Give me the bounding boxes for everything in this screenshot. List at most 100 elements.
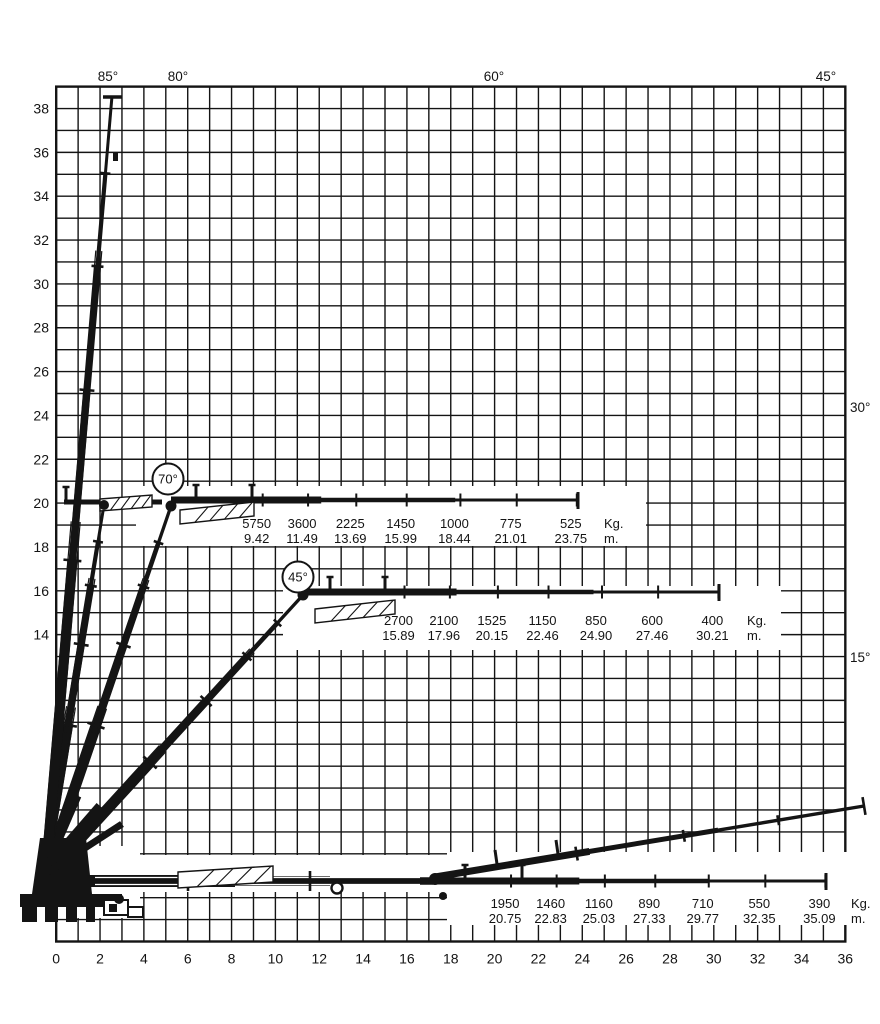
boom-angle-mark-top: 85° xyxy=(98,69,118,84)
y-axis-tick-label: 38 xyxy=(33,101,49,117)
outreach-value: 9.42 xyxy=(244,531,269,546)
boom-angle-mark-top: 45° xyxy=(816,69,836,84)
y-axis-tick-label: 22 xyxy=(33,451,49,467)
y-axis-labels: 38 36 34 32 30 28 26 24 22 20 18 16 14 xyxy=(33,101,49,643)
x-axis-tick-label: 36 xyxy=(838,951,854,967)
y-axis-tick-label: 28 xyxy=(33,320,49,336)
outreach-unit-label: m. xyxy=(604,531,618,546)
outreach-value: 27.33 xyxy=(633,911,666,926)
outreach-value: 11.49 xyxy=(286,531,318,546)
outreach-value: 29.77 xyxy=(686,911,719,926)
outreach-value: 32.35 xyxy=(743,911,776,926)
load-unit-label: Kg. xyxy=(604,516,624,531)
load-value: 2225 xyxy=(336,516,365,531)
x-axis-tick-label: 2 xyxy=(96,951,104,967)
x-axis-tick-label: 28 xyxy=(662,951,678,967)
load-value: 1450 xyxy=(386,516,415,531)
outreach-value: 27.46 xyxy=(636,628,669,643)
y-axis-tick-label: 24 xyxy=(33,407,49,423)
outreach-value: 20.15 xyxy=(476,628,509,643)
x-axis-tick-label: 0 xyxy=(52,951,60,967)
load-value: 1150 xyxy=(529,613,557,628)
angle-circle-70deg: 70° xyxy=(151,462,185,496)
x-axis-tick-label: 12 xyxy=(311,951,327,967)
x-axis-tick-label: 20 xyxy=(487,951,503,967)
x-axis-tick-label: 10 xyxy=(268,951,284,967)
load-value: 890 xyxy=(638,896,660,911)
angle-circle-45deg: 45° xyxy=(281,560,315,594)
boom-angle-marks: 85° 80° 60° 45° 30° 15° xyxy=(98,69,871,665)
load-value: 1000 xyxy=(440,516,469,531)
x-axis-tick-label: 26 xyxy=(618,951,634,967)
y-axis-tick-label: 26 xyxy=(33,364,49,380)
outreach-value: 18.44 xyxy=(438,531,471,546)
y-axis-tick-label: 30 xyxy=(33,276,49,292)
outreach-value: 25.03 xyxy=(583,911,616,926)
load-value: 600 xyxy=(641,613,663,628)
x-axis-tick-label: 22 xyxy=(531,951,547,967)
outreach-value: 21.01 xyxy=(494,531,527,546)
load-value: 1160 xyxy=(585,896,613,911)
outreach-value: 15.89 xyxy=(382,628,415,643)
x-axis-tick-label: 8 xyxy=(228,951,236,967)
angle-circle-outline xyxy=(151,462,185,496)
load-value: 550 xyxy=(748,896,770,911)
y-axis-tick-label: 20 xyxy=(33,495,49,511)
y-axis-tick-label: 34 xyxy=(33,188,49,204)
outreach-unit-label: m. xyxy=(747,628,761,643)
load-value: 775 xyxy=(500,516,522,531)
load-value: 2700 xyxy=(384,613,413,628)
load-value: 1950 xyxy=(491,896,520,911)
x-axis-tick-label: 34 xyxy=(794,951,810,967)
x-axis-tick-label: 24 xyxy=(574,951,590,967)
x-axis-tick-label: 16 xyxy=(399,951,415,967)
outreach-value: 22.83 xyxy=(534,911,567,926)
outreach-value: 20.75 xyxy=(489,911,522,926)
x-axis-labels: 0 2 4 6 8 10 12 14 16 18 20 22 24 26 28 30 32 34 36 xyxy=(52,951,853,967)
boom-angle-mark-top: 80° xyxy=(168,69,188,84)
load-value: 5750 xyxy=(242,516,271,531)
x-axis-tick-label: 32 xyxy=(750,951,766,967)
y-axis-tick-label: 36 xyxy=(33,144,49,160)
boom-angle-circle-label: 70° xyxy=(158,472,178,487)
outreach-value: 35.09 xyxy=(803,911,836,926)
outreach-value: 30.21 xyxy=(696,628,729,643)
load-value: 2100 xyxy=(429,613,458,628)
crane-booms xyxy=(20,95,867,922)
y-axis-tick-label: 14 xyxy=(33,627,49,643)
load-unit-label: Kg. xyxy=(851,896,871,911)
x-axis-tick-label: 18 xyxy=(443,951,459,967)
x-axis-tick-label: 6 xyxy=(184,951,192,967)
load-value: 850 xyxy=(585,613,607,628)
boom-angle-mark-right: 15° xyxy=(850,650,870,665)
load-table-1: 270015.89210017.96152520.15115022.468502… xyxy=(382,613,766,643)
x-axis-tick-label: 4 xyxy=(140,951,148,967)
load-table-panel-45 xyxy=(283,586,781,650)
outreach-value: 22.46 xyxy=(526,628,559,643)
angle-circle-outline xyxy=(281,560,315,594)
load-value: 1460 xyxy=(536,896,565,911)
boom-angle-circle-label: 45° xyxy=(288,570,308,585)
load-value: 390 xyxy=(809,896,831,911)
x-axis-tick-label: 14 xyxy=(355,951,371,967)
load-unit-label: Kg. xyxy=(747,613,767,628)
crane-base xyxy=(20,794,447,922)
y-axis-tick-label: 16 xyxy=(33,583,49,599)
outreach-unit-label: m. xyxy=(851,911,865,926)
chart-frame xyxy=(55,85,847,943)
load-table-panels xyxy=(18,486,880,925)
load-value: 525 xyxy=(560,516,582,531)
boom-85deg xyxy=(40,95,122,871)
boom-raised-jib xyxy=(434,796,867,881)
boom-angle-mark-top: 60° xyxy=(484,69,504,84)
boom-angle-mark-right: 30° xyxy=(850,400,870,415)
outreach-value: 15.99 xyxy=(384,531,417,546)
load-value: 1525 xyxy=(477,613,506,628)
boom-horizontal xyxy=(88,863,828,891)
outreach-value: 24.90 xyxy=(580,628,613,643)
y-axis-tick-label: 32 xyxy=(33,232,49,248)
